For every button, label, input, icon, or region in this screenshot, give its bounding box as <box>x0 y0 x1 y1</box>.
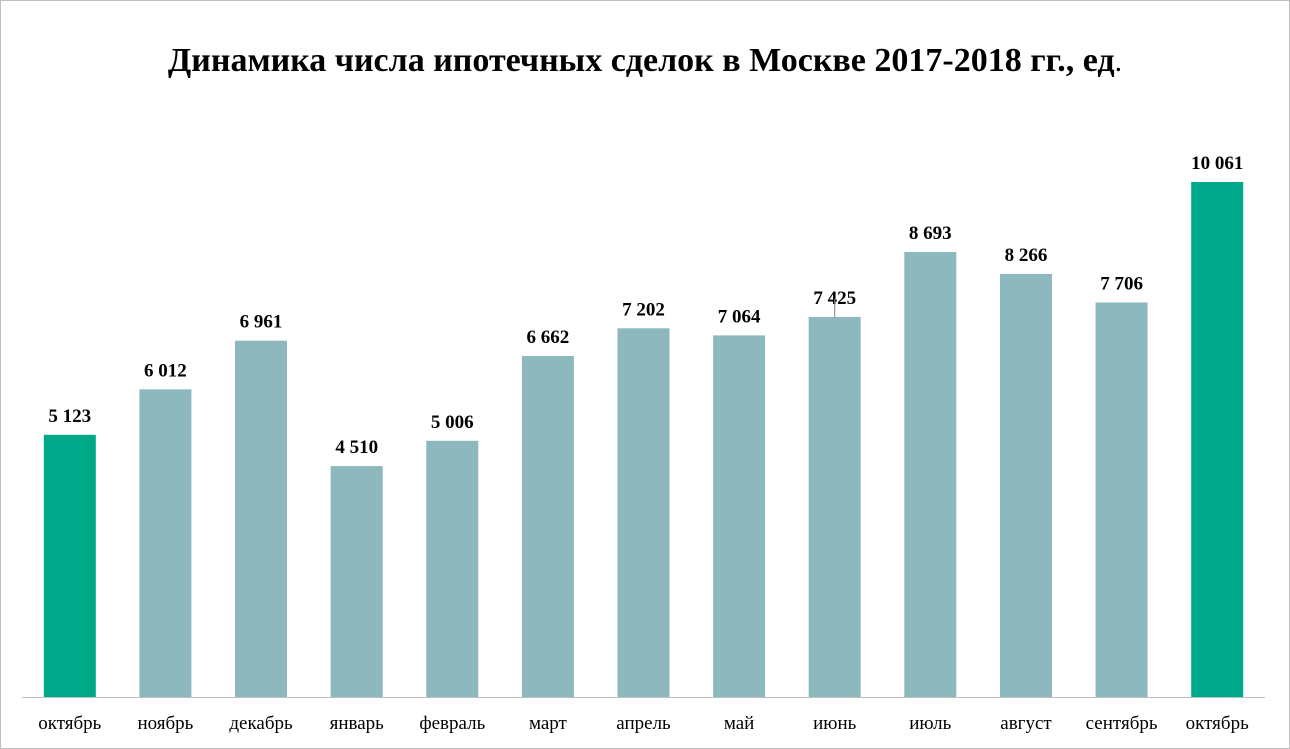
x-tick-label-9: июнь <box>813 713 857 734</box>
x-tick-label-4: январь <box>330 713 385 734</box>
chart-title-suffix: . <box>1114 45 1123 78</box>
bars-group <box>43 182 1244 697</box>
x-tick-label-8: май <box>724 713 755 734</box>
x-tick-label-2: ноябрь <box>137 713 193 734</box>
value-labels-group: 5 123 6 012 6 961 4 510 5 006 6 662 7 202 7 064… <box>48 153 1243 458</box>
value-label-11: 8 266 <box>1005 245 1048 266</box>
x-tick-label-1: октябрь <box>38 713 101 734</box>
value-label-6: 6 662 <box>527 327 570 348</box>
bar-3 <box>235 340 287 697</box>
bar-9 <box>808 316 861 697</box>
value-label-2: 6 012 <box>144 360 187 381</box>
bar-4 <box>330 466 383 697</box>
chart-title: Динамика числа ипотечных сделок в Москве… <box>0 42 1290 80</box>
bar-8 <box>713 335 766 697</box>
value-label-10: 8 693 <box>909 223 952 244</box>
bar-1 <box>43 434 96 697</box>
bar-10 <box>904 252 957 697</box>
x-tick-label-3: декабрь <box>229 713 293 734</box>
bar-5 <box>426 440 479 697</box>
x-tick-labels-group: октябрь ноябрь декабрь январь февраль март апр… <box>38 713 1249 734</box>
x-tick-label-13: октябрь <box>1186 713 1249 734</box>
bar-6 <box>521 356 574 697</box>
x-tick-label-6: март <box>529 713 568 734</box>
value-label-4: 4 510 <box>335 437 378 458</box>
value-label-5: 5 006 <box>431 412 474 433</box>
x-tick-label-7: апрель <box>616 713 671 734</box>
value-label-7: 7 202 <box>622 299 665 320</box>
bar-12 <box>1095 302 1148 697</box>
value-label-9: 7 425 <box>813 288 856 309</box>
value-label-8: 7 064 <box>718 306 761 327</box>
bar-7 <box>617 328 670 697</box>
value-label-1: 5 123 <box>48 406 91 427</box>
bar-2 <box>139 389 192 697</box>
x-tick-label-10: июль <box>909 713 951 734</box>
value-label-13: 10 061 <box>1191 153 1243 174</box>
chart-title-text: Динамика числа ипотечных сделок в Москве… <box>167 42 1115 79</box>
x-tick-label-12: сентябрь <box>1086 713 1158 734</box>
x-tick-label-11: август <box>1000 713 1052 734</box>
bar-13 <box>1191 182 1244 697</box>
bar-11 <box>1000 273 1052 697</box>
x-tick-label-5: февраль <box>419 713 485 734</box>
value-label-12: 7 706 <box>1100 274 1143 295</box>
value-label-3: 6 961 <box>240 312 283 333</box>
